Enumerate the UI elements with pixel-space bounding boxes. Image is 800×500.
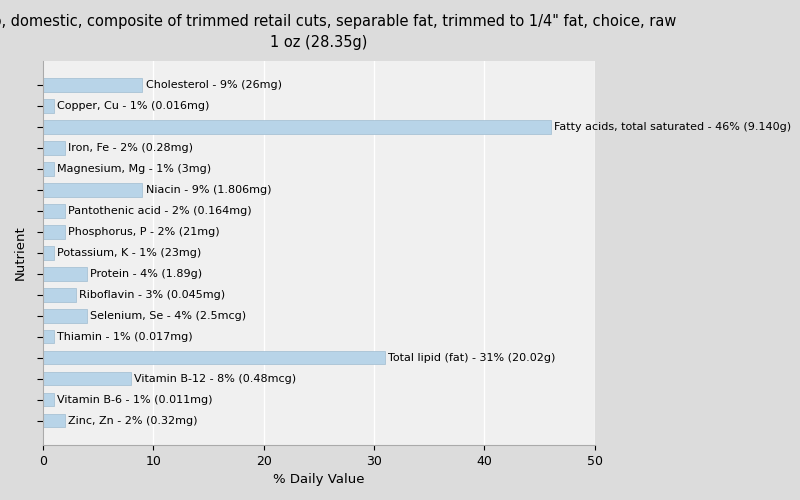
Text: Protein - 4% (1.89g): Protein - 4% (1.89g) bbox=[90, 269, 202, 279]
Text: Pantothenic acid - 2% (0.164mg): Pantothenic acid - 2% (0.164mg) bbox=[68, 206, 252, 216]
Bar bbox=[43, 204, 65, 218]
Text: Potassium, K - 1% (23mg): Potassium, K - 1% (23mg) bbox=[58, 248, 202, 258]
Text: Thiamin - 1% (0.017mg): Thiamin - 1% (0.017mg) bbox=[58, 332, 193, 342]
Text: Fatty acids, total saturated - 46% (9.140g): Fatty acids, total saturated - 46% (9.14… bbox=[554, 122, 791, 132]
Bar bbox=[43, 183, 142, 196]
Bar bbox=[43, 246, 54, 260]
X-axis label: % Daily Value: % Daily Value bbox=[273, 473, 365, 486]
Bar bbox=[43, 267, 87, 280]
Bar bbox=[43, 120, 550, 134]
Text: Copper, Cu - 1% (0.016mg): Copper, Cu - 1% (0.016mg) bbox=[58, 101, 210, 111]
Y-axis label: Nutrient: Nutrient bbox=[14, 226, 27, 280]
Bar bbox=[43, 393, 54, 406]
Bar bbox=[43, 330, 54, 344]
Text: Zinc, Zn - 2% (0.32mg): Zinc, Zn - 2% (0.32mg) bbox=[68, 416, 198, 426]
Text: Niacin - 9% (1.806mg): Niacin - 9% (1.806mg) bbox=[146, 185, 271, 195]
Bar bbox=[43, 288, 76, 302]
Text: Total lipid (fat) - 31% (20.02g): Total lipid (fat) - 31% (20.02g) bbox=[389, 352, 556, 362]
Bar bbox=[43, 372, 131, 386]
Text: Iron, Fe - 2% (0.28mg): Iron, Fe - 2% (0.28mg) bbox=[68, 143, 194, 153]
Text: Phosphorus, P - 2% (21mg): Phosphorus, P - 2% (21mg) bbox=[68, 227, 220, 237]
Bar bbox=[43, 99, 54, 113]
Text: Cholesterol - 9% (26mg): Cholesterol - 9% (26mg) bbox=[146, 80, 282, 90]
Bar bbox=[43, 141, 65, 155]
Title: Lamb, domestic, composite of trimmed retail cuts, separable fat, trimmed to 1/4": Lamb, domestic, composite of trimmed ret… bbox=[0, 14, 677, 50]
Bar bbox=[43, 162, 54, 175]
Text: Selenium, Se - 4% (2.5mcg): Selenium, Se - 4% (2.5mcg) bbox=[90, 310, 246, 320]
Text: Vitamin B-12 - 8% (0.48mcg): Vitamin B-12 - 8% (0.48mcg) bbox=[134, 374, 297, 384]
Text: Vitamin B-6 - 1% (0.011mg): Vitamin B-6 - 1% (0.011mg) bbox=[58, 394, 213, 404]
Bar bbox=[43, 309, 87, 322]
Text: Riboflavin - 3% (0.045mg): Riboflavin - 3% (0.045mg) bbox=[79, 290, 226, 300]
Bar bbox=[43, 351, 385, 364]
Bar bbox=[43, 414, 65, 428]
Bar bbox=[43, 78, 142, 92]
Bar bbox=[43, 225, 65, 238]
Text: Magnesium, Mg - 1% (3mg): Magnesium, Mg - 1% (3mg) bbox=[58, 164, 211, 174]
